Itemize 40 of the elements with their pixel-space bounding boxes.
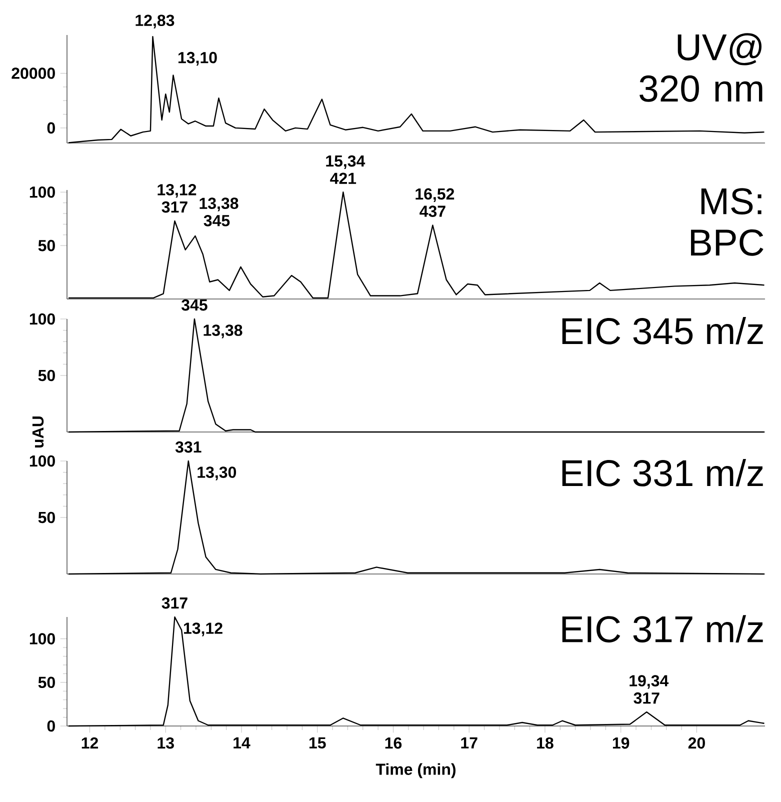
x-tick-label: 12	[82, 737, 98, 749]
annotation: 13,12 317	[158, 184, 196, 213]
chart-title: EIC 317 m/z	[562, 615, 763, 642]
annotation: 13,30	[198, 466, 236, 480]
x-tick-label: 16	[385, 737, 402, 749]
x-tick-label: 14	[234, 737, 250, 748]
chart-title: EIC 345 m/z	[562, 317, 763, 344]
x-axis-title: Time (min)	[376, 763, 456, 778]
annotation: 331	[175, 441, 202, 453]
x-tick-label: 15	[309, 737, 326, 749]
annotation: 19,34 317	[630, 675, 669, 704]
annotation: 345	[181, 299, 208, 311]
y-tick-label: 50	[38, 240, 55, 252]
annotation: 13,38 345	[200, 198, 238, 226]
annotation: 13,12	[184, 622, 222, 636]
y-tick-label: 50	[38, 512, 55, 524]
chart-title: EIC 331 m/z	[562, 459, 763, 486]
chart-title: UV@ 320 nm	[640, 33, 762, 102]
annotation: 13,38	[204, 324, 242, 338]
annotation: 16,52 437	[416, 188, 454, 217]
y-tick-label: 100	[30, 633, 55, 644]
x-tick-label: 18	[537, 737, 554, 749]
annotation: 15,34 421	[326, 155, 366, 184]
y-tick-label: 100	[30, 313, 55, 325]
y-axis-title: uAU	[32, 416, 44, 448]
y-tick-label: 50	[38, 676, 55, 688]
x-tick-label: 20	[688, 737, 705, 749]
chart-title: MS: BPC	[691, 188, 764, 256]
x-tick-label: 17	[461, 737, 478, 748]
y-tick-label: 50	[38, 370, 55, 382]
y-tick-label: 0	[47, 122, 55, 134]
y-tick-label: 100	[30, 455, 55, 467]
annotation: 12,83	[136, 14, 174, 28]
x-tick-label: 13	[158, 737, 174, 749]
annotation: 317	[162, 597, 188, 609]
x-tick-label: 19	[612, 737, 630, 749]
y-tick-label: 100	[30, 186, 55, 198]
y-tick-label: 0	[47, 720, 55, 732]
y-tick-label: 20000	[12, 68, 55, 79]
annotation: 13,10	[178, 52, 217, 66]
